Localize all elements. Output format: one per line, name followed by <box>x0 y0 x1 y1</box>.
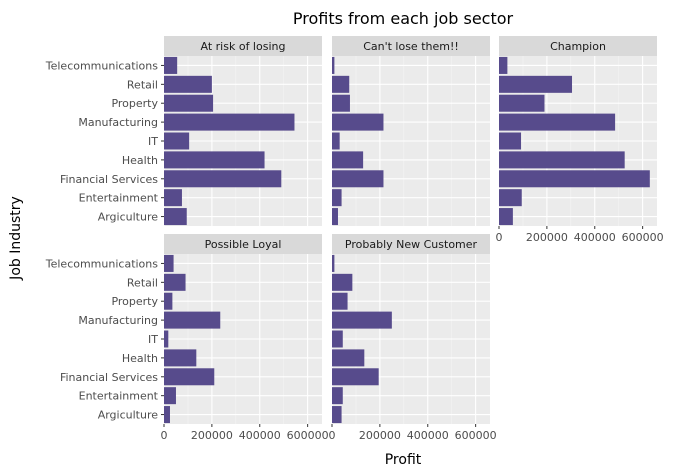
bar-possible-loyal-manufacturing <box>164 311 221 329</box>
x-tick-label: 600000 <box>622 231 664 244</box>
facet-probably-new-customer: Probably New Customer 0 200000 400000 600000 <box>329 234 497 442</box>
bar-at-risk-of-losing-retail <box>164 75 212 93</box>
bar-probably-new-customer-property <box>332 292 348 310</box>
y-tick-label: Telecommunications <box>45 257 159 270</box>
facet-can-t-lose-them: Can't lose them!! <box>331 36 490 226</box>
facet-at-risk-of-losing: At risk of losing Argiculture Entertainmen… <box>45 36 322 226</box>
facet-strip <box>332 36 490 56</box>
bar-can-t-lose-them-financial-services <box>332 170 384 188</box>
x-tick-label: 400000 <box>574 231 616 244</box>
bar-champion-telecommunications <box>499 56 508 74</box>
y-tick-label: Argiculture <box>98 211 159 224</box>
y-tick-label: Financial Services <box>60 371 158 384</box>
y-tick-label: IT <box>148 333 158 346</box>
x-tick-label: 400000 <box>407 429 449 442</box>
y-tick-label: Property <box>111 97 158 110</box>
facet-strip-label: Champion <box>550 40 606 53</box>
bar-can-t-lose-them-manufacturing <box>332 113 384 131</box>
x-tick-label: 200000 <box>191 429 233 442</box>
y-tick-label: Retail <box>127 276 158 289</box>
y-axis-title: Job Industry <box>8 196 24 281</box>
bar-possible-loyal-it <box>164 330 169 348</box>
x-tick-label: 0 <box>329 429 336 442</box>
y-tick-label: Health <box>122 154 158 167</box>
bar-at-risk-of-losing-health <box>164 151 265 169</box>
y-tick-label: Manufacturing <box>78 116 158 129</box>
facet-strip-label: At risk of losing <box>201 40 286 53</box>
bar-at-risk-of-losing-financial-services <box>164 170 282 188</box>
bar-can-t-lose-them-health <box>332 151 364 169</box>
bar-possible-loyal-health <box>164 349 197 367</box>
bar-at-risk-of-losing-manufacturing <box>164 113 295 131</box>
facet-strip <box>332 234 490 254</box>
y-tick-label: Property <box>111 295 158 308</box>
bar-probably-new-customer-telecommunications <box>332 254 335 272</box>
x-axis-title: Profit <box>385 452 422 468</box>
bar-can-t-lose-them-retail <box>332 75 350 93</box>
bar-probably-new-customer-manufacturing <box>332 311 392 329</box>
x-tick-label: 200000 <box>359 429 401 442</box>
facet-strip-label: Possible Loyal <box>205 238 282 251</box>
y-tick-label: Telecommunications <box>45 59 159 72</box>
bar-at-risk-of-losing-property <box>164 94 214 112</box>
y-tick-label: Entertainment <box>79 192 159 205</box>
y-tick-label: IT <box>148 135 158 148</box>
y-tick-label: Argiculture <box>98 409 159 422</box>
facet-strip-label: Probably New Customer <box>345 238 478 251</box>
bar-can-t-lose-them-property <box>332 94 350 112</box>
bar-probably-new-customer-entertainment <box>332 387 343 405</box>
x-tick-label: 200000 <box>526 231 568 244</box>
bar-can-t-lose-them-telecommunications <box>332 56 335 74</box>
bar-champion-property <box>499 94 545 112</box>
x-tick-label: 400000 <box>239 429 281 442</box>
bar-champion-it <box>499 132 522 150</box>
bar-possible-loyal-argiculture <box>164 406 170 424</box>
x-tick-label: 600000 <box>455 429 497 442</box>
facet-possible-loyal: Possible Loyal Argiculture Entertainment Fi… <box>45 234 329 442</box>
bar-possible-loyal-telecommunications <box>164 254 174 272</box>
y-tick-label: Health <box>122 352 158 365</box>
y-tick-label: Manufacturing <box>78 314 158 327</box>
y-tick-label: Entertainment <box>79 390 159 403</box>
bar-probably-new-customer-retail <box>332 273 353 291</box>
bar-champion-entertainment <box>499 189 522 207</box>
bar-champion-argiculture <box>499 208 513 226</box>
bar-possible-loyal-entertainment <box>164 387 176 405</box>
bar-probably-new-customer-financial-services <box>332 368 379 386</box>
chart-title: Profits from each job sector <box>293 9 514 28</box>
bar-at-risk-of-losing-telecommunications <box>164 56 178 74</box>
bar-possible-loyal-retail <box>164 273 186 291</box>
bar-at-risk-of-losing-it <box>164 132 190 150</box>
bar-at-risk-of-losing-argiculture <box>164 208 187 226</box>
bar-possible-loyal-financial-services <box>164 368 215 386</box>
x-tick-label: 600000 <box>287 429 329 442</box>
y-tick-label: Retail <box>127 78 158 91</box>
facet-champion: Champion 0 200000 400000 600000 <box>496 36 664 244</box>
bar-champion-retail <box>499 75 573 93</box>
bar-champion-financial-services <box>499 170 650 188</box>
facet-strip <box>499 36 657 56</box>
facets-layer: At risk of losing Argiculture Entertainmen… <box>45 36 664 442</box>
x-tick-label: 0 <box>161 429 168 442</box>
bar-probably-new-customer-argiculture <box>332 406 342 424</box>
bar-at-risk-of-losing-entertainment <box>164 189 182 207</box>
x-tick-label: 0 <box>496 231 503 244</box>
y-tick-label: Financial Services <box>60 173 158 186</box>
bar-possible-loyal-property <box>164 292 173 310</box>
bar-probably-new-customer-it <box>332 330 343 348</box>
bar-can-t-lose-them-argiculture <box>332 208 338 226</box>
bar-champion-manufacturing <box>499 113 616 131</box>
bar-champion-health <box>499 151 625 169</box>
bar-can-t-lose-them-entertainment <box>332 189 342 207</box>
bar-can-t-lose-them-it <box>332 132 340 150</box>
facet-strip <box>164 36 322 56</box>
facet-strip-label: Can't lose them!! <box>363 40 459 53</box>
facet-strip <box>164 234 322 254</box>
bar-probably-new-customer-health <box>332 349 365 367</box>
